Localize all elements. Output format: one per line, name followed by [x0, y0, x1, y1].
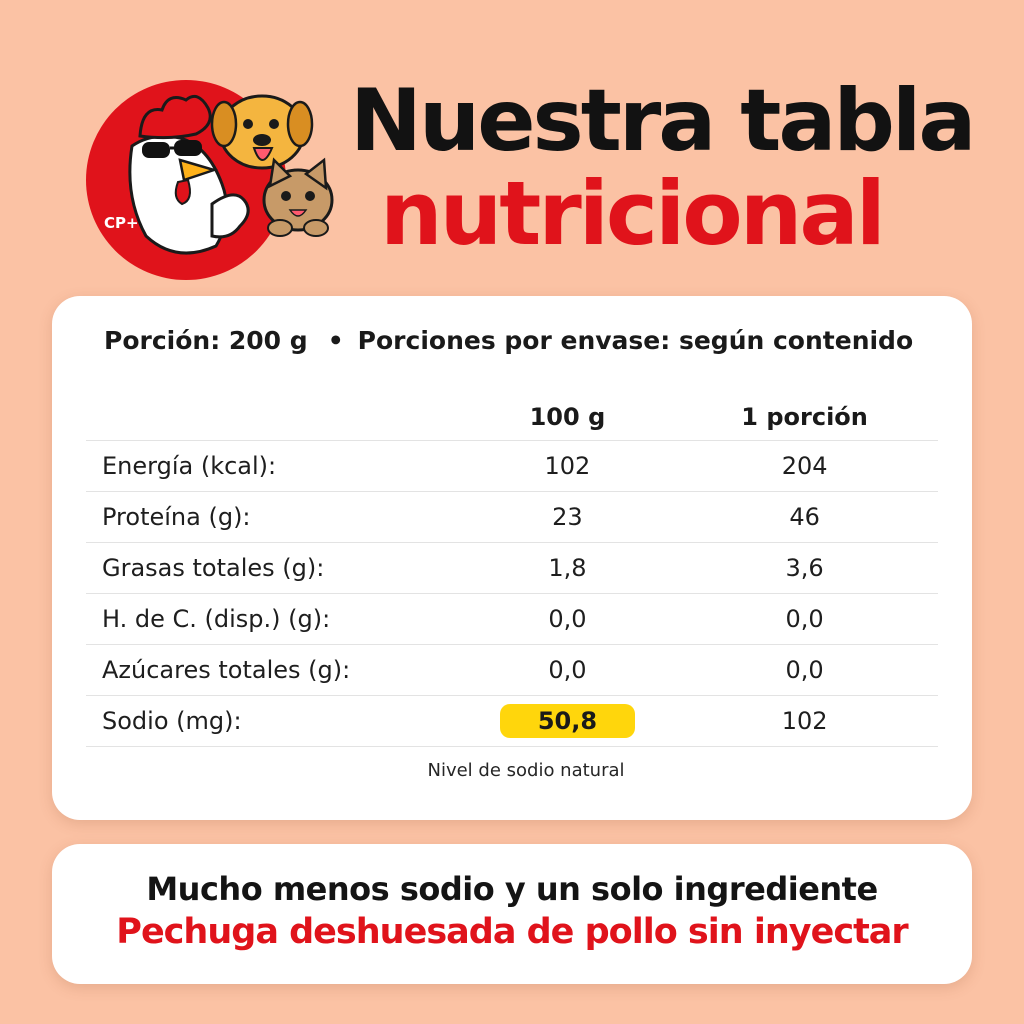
nutrient-label: Grasas totales (g):: [102, 554, 325, 582]
value-portion: 3,6: [785, 554, 824, 582]
value-portion: 102: [781, 707, 828, 735]
nutrition-table: 100 g 1 porción Energía (kcal): 102 204 …: [86, 394, 938, 747]
page-title: Nuestra tabla nutricional: [350, 78, 1010, 258]
table-header: 100 g 1 porción: [86, 394, 938, 441]
value-100g-highlight: 50,8: [464, 704, 672, 738]
sodium-highlight-badge: 50,8: [499, 704, 636, 738]
sodium-note: Nivel de sodio natural: [104, 760, 944, 781]
nutrient-label: Energía (kcal):: [102, 452, 277, 480]
value-portion: 0,0: [785, 656, 824, 684]
svg-text:CP+: CP+: [104, 214, 139, 232]
value-portion: 46: [789, 503, 820, 531]
banner-headline: Mucho menos sodio y un solo ingrediente: [146, 870, 878, 908]
banner-subheadline: Pechuga deshuesada de pollo sin inyectar: [116, 912, 908, 952]
nutrient-label: H. de C. (disp.) (g):: [102, 605, 331, 633]
value-100g: 1,8: [548, 554, 587, 582]
column-header-portion: 1 porción: [741, 403, 868, 431]
table-row-sugars: Azúcares totales (g): 0,0 0,0: [86, 645, 938, 696]
sodium-note-text: Nivel de sodio natural: [427, 760, 625, 781]
nutrient-label: Proteína (g):: [102, 503, 251, 531]
value-100g: 0,0: [548, 656, 587, 684]
nutrition-facts-card: Porción: 200 g • Porciones por envase: seg…: [52, 296, 972, 820]
table-row-protein: Proteína (g): 23 46: [86, 492, 938, 543]
table-row-energy: Energía (kcal): 102 204: [86, 441, 938, 492]
mascot-logo-icon: CP+: [86, 80, 334, 280]
title-line-2: nutricional: [380, 162, 886, 265]
title-line-1: Nuestra tabla: [350, 71, 976, 171]
table-row-carbs: H. de C. (disp.) (g): 0,0 0,0: [86, 594, 938, 645]
value-portion: 204: [781, 452, 828, 480]
value-portion: 0,0: [785, 605, 824, 633]
column-header-100g: 100 g: [529, 403, 606, 431]
brand-logo: CP+: [84, 76, 336, 282]
value-100g: 23: [552, 503, 583, 531]
serving-size: Porción: 200 g: [104, 326, 308, 355]
separator-dot: •: [327, 326, 344, 355]
claim-banner: Mucho menos sodio y un solo ingrediente …: [52, 844, 972, 984]
nutrient-label: Azúcares totales (g):: [102, 656, 351, 684]
nutrient-label: Sodio (mg):: [102, 707, 242, 735]
serving-info: Porción: 200 g • Porciones por envase: seg…: [104, 326, 944, 355]
value-100g: 0,0: [548, 605, 587, 633]
table-row-sodium: Sodio (mg): 50,8 102: [86, 696, 938, 747]
value-100g: 102: [544, 452, 591, 480]
table-row-fat: Grasas totales (g): 1,8 3,6: [86, 543, 938, 594]
servings-per-container: Porciones por envase: según contenido: [357, 326, 914, 355]
